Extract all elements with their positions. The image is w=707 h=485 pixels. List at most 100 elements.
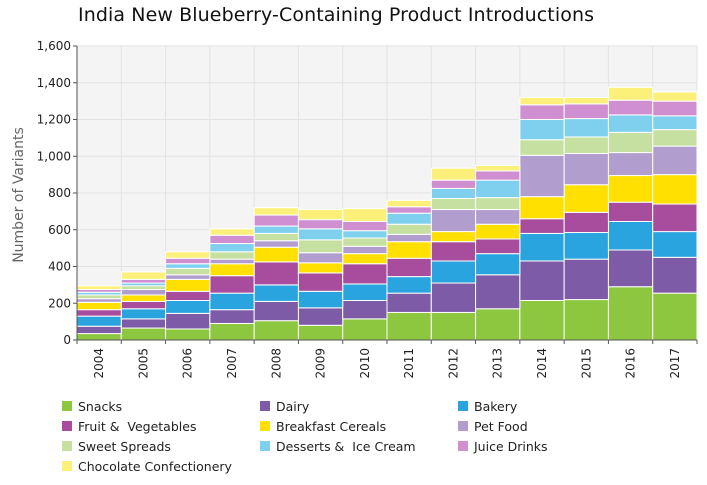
bar-segment [165, 312, 211, 330]
bar-segment [297, 290, 344, 309]
bar-segment [519, 96, 565, 106]
chart-title: India New Blueberry-Containing Product I… [78, 4, 595, 26]
bar-segment [297, 262, 344, 274]
bar-segment [607, 220, 654, 251]
legend-label: Fruit & Vegetables [78, 418, 197, 434]
bar-segment [209, 309, 255, 324]
bar-segment [76, 285, 122, 290]
bar-segment [519, 119, 565, 141]
bar-segment [342, 299, 388, 320]
bar-segment [475, 164, 521, 172]
bar-segment [475, 253, 521, 276]
bar-segment [475, 308, 521, 341]
legend-item: Sweet Spreads [62, 438, 260, 454]
bar-segment [209, 234, 255, 245]
x-tick-label: 2015 [579, 348, 593, 379]
bar-segment [652, 129, 698, 147]
bar-segment [342, 245, 388, 255]
bar-segment [209, 228, 255, 236]
bar-segment [297, 219, 344, 230]
bar-segment [253, 207, 299, 216]
bar-segment [607, 131, 654, 154]
bar-segment [386, 276, 432, 294]
legend: Snacks Dairy Bakery Fruit & Vegetables Break… [62, 398, 702, 474]
y-tick-label: 400 [48, 260, 71, 274]
bar-segment [430, 167, 477, 181]
bar-segment [563, 211, 609, 234]
legend-item: Desserts & Ice Cream [260, 438, 458, 454]
bar-segment [430, 187, 477, 200]
bar-segment [652, 91, 698, 102]
bar-segment [209, 251, 255, 260]
y-tick-label: 1,200 [37, 113, 71, 127]
bar-segment [652, 256, 698, 294]
bar-segment [475, 209, 521, 225]
bar-segment [475, 238, 521, 255]
x-tick-label: 2013 [491, 348, 505, 379]
x-tick-label: 2016 [624, 348, 638, 379]
bar-segment [430, 179, 477, 189]
legend-swatch [62, 441, 72, 451]
bar-segment [519, 104, 565, 121]
bar-segment [386, 257, 432, 278]
bar-segment [342, 318, 388, 341]
bar-segment [76, 315, 122, 327]
bar-segment [253, 214, 299, 227]
bar-segment [209, 258, 255, 265]
bar-segment [519, 260, 565, 301]
bar-segment [297, 209, 344, 221]
bar-segment [165, 274, 211, 280]
x-tick-label: 2009 [314, 348, 328, 379]
bar-segment [386, 212, 432, 225]
bar-segment [76, 333, 122, 341]
bar-segment [386, 292, 432, 313]
bar-segment [342, 283, 388, 301]
y-tick-label: 1,000 [37, 149, 71, 163]
y-tick-label: 1,400 [37, 76, 71, 90]
bar-segment [430, 198, 477, 211]
legend-item: Bakery [458, 398, 658, 414]
x-tick-label: 2012 [446, 348, 460, 379]
bar-segment [165, 257, 211, 265]
bar-segment [253, 232, 299, 242]
legend-label: Juice Drinks [474, 438, 548, 454]
legend-swatch [458, 421, 468, 431]
bar-segment [563, 96, 609, 105]
bar-segment [342, 253, 388, 265]
bar-segment [519, 299, 565, 341]
bar-segment [519, 196, 565, 220]
legend-swatch [62, 401, 72, 411]
bar-segment [165, 290, 211, 301]
bar-segment [120, 300, 167, 310]
x-tick-label: 2014 [535, 348, 549, 379]
legend-swatch [260, 401, 270, 411]
bar-segment [209, 292, 255, 311]
bar-segment [386, 199, 432, 208]
x-tick-label: 2010 [358, 348, 372, 379]
bar-segment [253, 225, 299, 234]
bar-segment [563, 184, 609, 213]
bar-segment [652, 203, 698, 233]
x-tick-label: 2011 [402, 348, 416, 379]
bar-segment [386, 206, 432, 214]
bar-segment [475, 179, 521, 199]
bar-segment [386, 241, 432, 259]
legend-label: Bakery [474, 398, 518, 414]
bar-segment [430, 260, 477, 284]
legend-swatch [62, 421, 72, 431]
bar-segment [165, 263, 211, 269]
bar-segment [519, 154, 565, 198]
legend-item: Chocolate Confectionery [62, 458, 260, 474]
x-tick-label: 2007 [225, 348, 239, 379]
bar-segment [209, 322, 255, 341]
bar-segment [253, 246, 299, 263]
bar-segment [386, 311, 432, 341]
bar-segment [209, 243, 255, 253]
bar-segment [430, 241, 477, 262]
bar-segment [607, 201, 654, 222]
bar-segment [297, 252, 344, 264]
legend-item: Juice Drinks [458, 438, 658, 454]
bar-segment [297, 228, 344, 241]
bar-segment [342, 220, 388, 232]
x-tick-label: 2006 [181, 348, 195, 379]
